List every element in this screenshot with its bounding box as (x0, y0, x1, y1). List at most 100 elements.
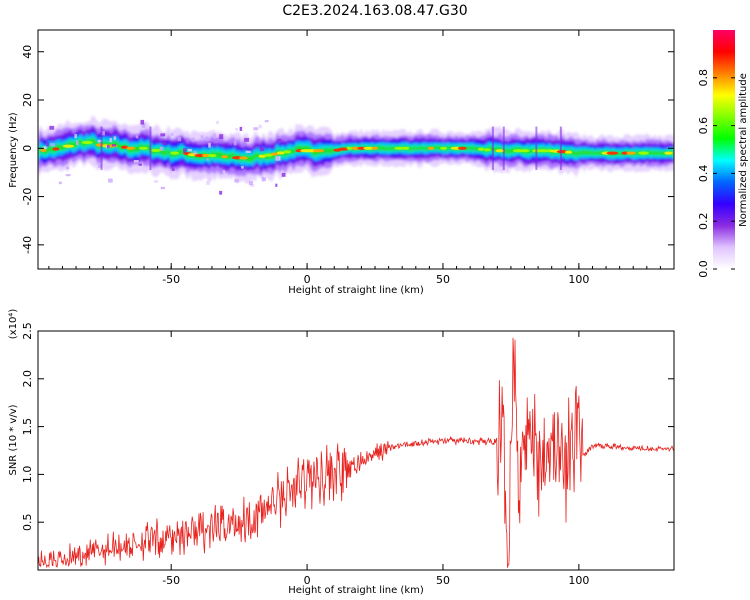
spectrogram-speck (212, 133, 216, 139)
spectrogram-speck (275, 183, 278, 187)
spectrogram-hotspot (221, 155, 228, 159)
spectrogram-hotspot (440, 146, 447, 150)
spectrogram-speck (261, 176, 265, 182)
spectrogram-speck (162, 142, 167, 145)
spectrogram-speck (74, 134, 77, 139)
spectrogram-hotspot (138, 146, 149, 150)
spectrogram-hotspot (606, 151, 619, 155)
spectrogram-frame (37, 29, 675, 270)
spectrogram-speck (91, 121, 96, 125)
spectrogram-heat-layer (38, 115, 674, 195)
spectrogram-speck (234, 179, 239, 183)
spectrogram-y-tick-label: -20 (21, 188, 34, 206)
spectrogram-hotspot (402, 146, 410, 150)
spectrogram-hotspot (346, 146, 353, 150)
spectrogram-hotspot (427, 146, 435, 150)
colorbar-ticks: 0.0 0.2 0.4 0.6 0.8 (697, 69, 735, 278)
spectrogram-hotspot (40, 148, 47, 153)
spectrogram-speck (183, 148, 187, 153)
spectrogram-speck (216, 120, 219, 125)
spectrogram-hotspot (537, 149, 550, 153)
snr-frame (37, 330, 675, 571)
colorbar-tick-label: 0.4 (697, 165, 710, 183)
spectrogram-speck (249, 183, 255, 187)
colorbar-label: Normalized spectral amplitude (738, 73, 749, 227)
spectrogram-hotspot (664, 151, 673, 155)
spectrogram-y-tick-label: 40 (21, 45, 34, 59)
spectrogram-streak (491, 126, 494, 171)
spectrogram-speck (260, 147, 265, 152)
spectrogram-x-label: Height of straight line (km) (288, 285, 424, 296)
spectrogram-speck (235, 128, 238, 131)
spectrogram-hotspot (126, 146, 136, 150)
spectrogram-hotspot (170, 151, 180, 155)
spectrogram-hotspot (564, 150, 573, 154)
spectrogram-hotspot (477, 147, 485, 151)
colorbar-tick-label: 0.0 (697, 260, 710, 278)
spectrogram-hotspot (638, 151, 650, 155)
spectrogram-speck (264, 120, 269, 123)
snr-y-label: SNR (10 * v/v) (8, 404, 19, 475)
spectrogram-x-tick-label: 0 (304, 273, 311, 286)
snr-y-tick-label: 2.0 (21, 370, 34, 388)
snr-series-line (38, 337, 674, 569)
snr-y-multiplier: (x10⁴) (8, 309, 19, 340)
spectrogram-speck (205, 181, 210, 185)
spectrogram-streak (502, 126, 505, 171)
spectrogram-speck (205, 136, 209, 141)
spectrogram-speck (106, 144, 110, 149)
spectrogram-hotspot (283, 150, 292, 154)
spectrogram-hotspots (40, 140, 673, 160)
snr-x-label: Height of straight line (km) (288, 585, 424, 596)
spectrogram-hotspot (621, 151, 629, 155)
spectrogram-speck (109, 137, 112, 143)
spectrogram-streak (535, 126, 538, 171)
spectrogram-hotspot (483, 148, 491, 152)
snr-x-ticks: -50 0 50 100 (162, 331, 589, 587)
spectrogram-speck (219, 190, 223, 195)
snr-y-tick-label: 1.5 (21, 418, 34, 436)
snr-y-tick-label: 2.5 (21, 322, 34, 340)
spectrogram-speck (133, 159, 139, 163)
spectrogram-hotspot (276, 151, 286, 155)
spectrogram-hotspot (52, 147, 60, 151)
spectrogram-noise (42, 119, 286, 195)
spectrogram-speck (171, 133, 174, 136)
colorbar-tick-label: 0.6 (697, 117, 710, 135)
spectrogram-speck (76, 140, 79, 146)
spectrogram-speck (253, 127, 259, 131)
colorbar-tick-label: 0.8 (697, 69, 710, 87)
spectrogram-speck (46, 142, 49, 147)
snr-y-ticks: 0.5 1.0 1.5 2.0 2.5 (21, 322, 674, 531)
spectrogram-speck (159, 146, 164, 151)
spectrogram-speck (200, 135, 204, 140)
spectrogram-y-label: Frequency (Hz) (8, 112, 19, 188)
spectrogram-hotspot (338, 147, 349, 151)
snr-y-tick-label: 0.5 (21, 513, 34, 531)
spectrogram-speck (245, 179, 251, 184)
colorbar: 0.0 0.2 0.4 0.6 0.8 Normalized spectral ampl… (697, 30, 749, 278)
spectrogram-hotspot (194, 153, 205, 158)
spectrogram-speck (65, 174, 71, 177)
spectrogram-speck (245, 150, 251, 154)
spectrogram-speck (241, 166, 244, 169)
spectrogram-hotspot (207, 153, 217, 158)
spectrogram-hotspot (519, 149, 530, 153)
spectrogram-speck (248, 180, 253, 186)
spectrogram-speck (135, 135, 139, 139)
spectrogram-hotspot (626, 151, 636, 155)
spectrogram-hotspot (495, 149, 505, 153)
spectrogram-speck (191, 137, 195, 142)
spectrogram-hotspot (81, 140, 93, 145)
spectrogram-speck (244, 137, 250, 142)
chart-title: C2E3.2024.163.08.47.G30 (282, 3, 467, 19)
spectrogram-y-tick-label: -40 (21, 236, 34, 254)
spectrogram-speck (58, 181, 62, 185)
spectrogram-y-tick-label: 20 (21, 93, 34, 107)
spectrogram-speck (111, 144, 117, 147)
snr-x-tick-label: 50 (436, 574, 450, 587)
spectrogram-speck (207, 176, 212, 182)
spectrogram-panel: -50 0 50 100 -40 -20 0 20 40 Height of straight… (8, 29, 675, 296)
spectrogram-speck (101, 130, 105, 136)
